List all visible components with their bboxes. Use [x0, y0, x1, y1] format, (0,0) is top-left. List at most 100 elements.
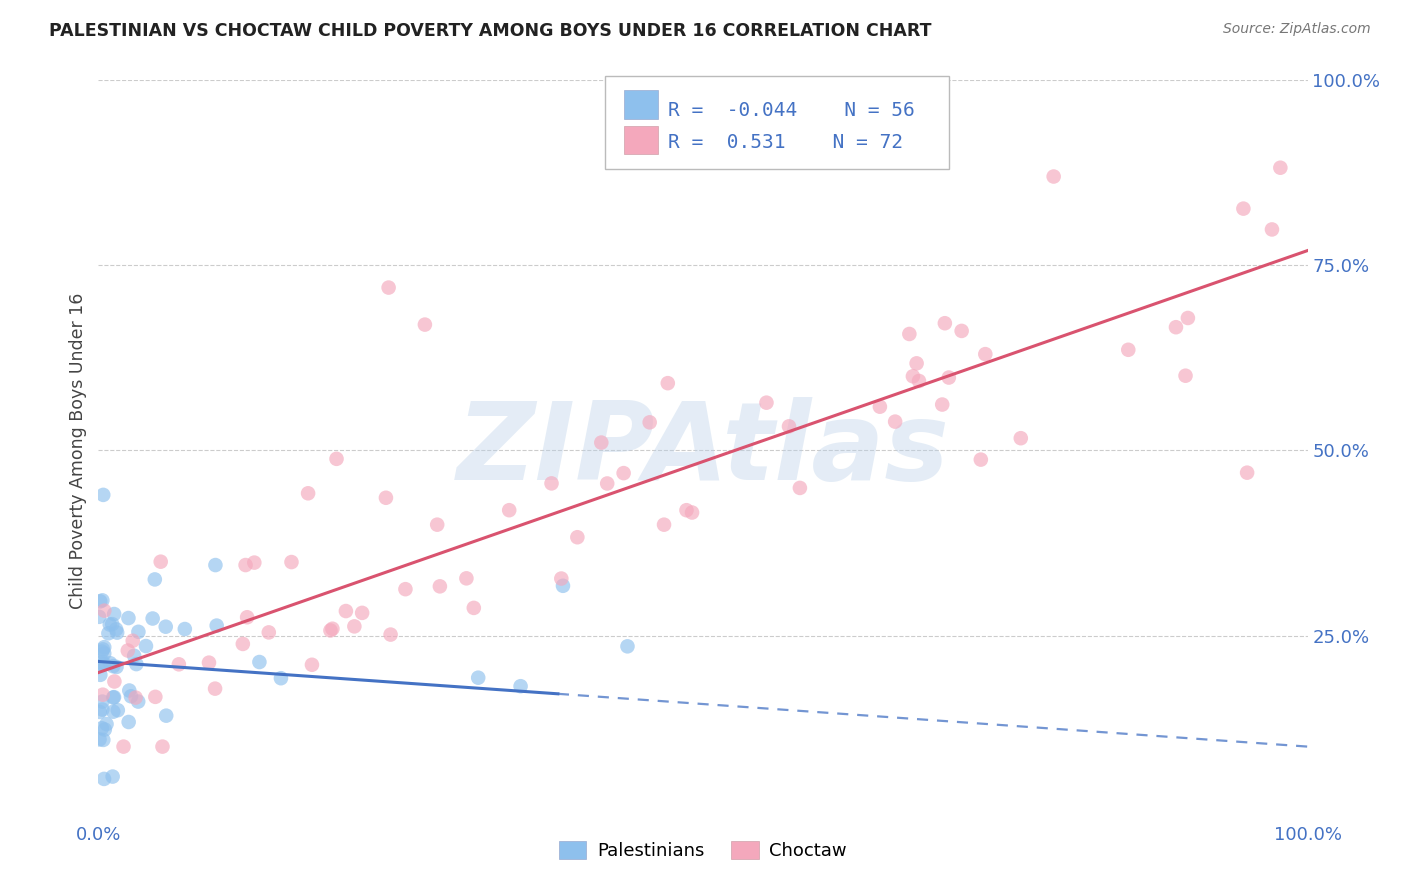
Point: [1236, 466, 1258, 480]
Text: PALESTINIAN VS CHOCTAW CHILD POVERTY AMONG BOYS UNDER 16 CORRELATION CHART: PALESTINIAN VS CHOCTAW CHILD POVERTY AMO…: [49, 22, 932, 40]
Point: [297, 486, 319, 500]
Point: [117, 643, 139, 657]
Point: [657, 376, 679, 391]
Point: [122, 648, 145, 663]
Point: [319, 624, 342, 638]
Point: [377, 280, 399, 294]
Point: [91, 732, 114, 747]
Point: [413, 318, 436, 332]
Text: R =  -0.044    N = 56: R = -0.044 N = 56: [668, 101, 914, 120]
Point: [938, 370, 960, 384]
Point: [934, 316, 956, 330]
Point: [596, 476, 619, 491]
Point: [467, 671, 489, 685]
Point: [101, 659, 124, 673]
Point: [1232, 202, 1254, 216]
Point: [1261, 222, 1284, 236]
Point: [91, 593, 114, 607]
Point: [91, 655, 114, 669]
Point: [152, 739, 174, 754]
Point: [778, 419, 800, 434]
Point: [1177, 310, 1199, 325]
Point: [101, 617, 124, 632]
Point: [124, 690, 146, 705]
Point: [374, 491, 396, 505]
Point: [91, 488, 114, 502]
Point: [91, 644, 114, 658]
Point: [1042, 169, 1064, 184]
Point: [107, 703, 129, 717]
Point: [509, 679, 531, 693]
Point: [103, 674, 125, 689]
Point: [789, 481, 811, 495]
Point: [105, 660, 128, 674]
Text: ZIPAtlas: ZIPAtlas: [457, 398, 949, 503]
Point: [120, 690, 142, 704]
Point: [321, 622, 343, 636]
Point: [93, 640, 115, 655]
Point: [198, 656, 221, 670]
Point: [105, 623, 128, 637]
Point: [112, 739, 135, 754]
Point: [335, 604, 357, 618]
Point: [101, 770, 124, 784]
Point: [380, 627, 402, 641]
Point: [98, 656, 121, 670]
Point: [270, 671, 292, 685]
Point: [167, 657, 190, 672]
Point: [118, 714, 141, 729]
Point: [551, 579, 574, 593]
Point: [93, 772, 115, 786]
Point: [426, 517, 449, 532]
Point: [93, 657, 115, 672]
Point: [755, 395, 778, 409]
Point: [96, 717, 118, 731]
Point: [681, 506, 703, 520]
Point: [89, 705, 111, 719]
Point: [89, 732, 111, 747]
Point: [567, 530, 589, 544]
Point: [204, 681, 226, 696]
Point: [613, 466, 636, 480]
Point: [1116, 343, 1139, 357]
Point: [143, 690, 166, 704]
Point: [652, 517, 675, 532]
Point: [97, 626, 120, 640]
Point: [1174, 368, 1197, 383]
Point: [89, 668, 111, 682]
Point: [429, 579, 451, 593]
Point: [91, 642, 114, 657]
Text: Source: ZipAtlas.com: Source: ZipAtlas.com: [1223, 22, 1371, 37]
Point: [125, 657, 148, 671]
Point: [1270, 161, 1292, 175]
Point: [325, 451, 347, 466]
Point: [103, 690, 125, 705]
Point: [675, 503, 697, 517]
Point: [950, 324, 973, 338]
Point: [87, 658, 110, 673]
Point: [105, 625, 128, 640]
Point: [280, 555, 302, 569]
Point: [394, 582, 416, 597]
Point: [908, 374, 931, 388]
Point: [205, 618, 228, 632]
Point: [91, 688, 114, 702]
Point: [94, 723, 117, 737]
Point: [591, 435, 613, 450]
Point: [93, 647, 115, 661]
Point: [91, 702, 114, 716]
Point: [901, 369, 924, 384]
Point: [970, 452, 993, 467]
Point: [974, 347, 997, 361]
Point: [243, 556, 266, 570]
Point: [103, 607, 125, 621]
Point: [93, 604, 115, 618]
Point: [905, 356, 928, 370]
Point: [91, 695, 114, 709]
Legend: Palestinians, Choctaw: Palestinians, Choctaw: [551, 833, 855, 867]
Point: [1164, 320, 1187, 334]
Point: [204, 558, 226, 572]
Point: [142, 611, 165, 625]
Point: [103, 705, 125, 719]
Point: [118, 683, 141, 698]
